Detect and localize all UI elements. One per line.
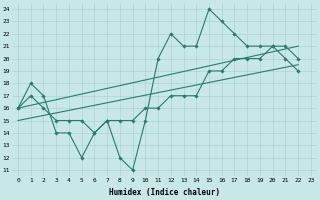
X-axis label: Humidex (Indice chaleur): Humidex (Indice chaleur) bbox=[109, 188, 220, 197]
